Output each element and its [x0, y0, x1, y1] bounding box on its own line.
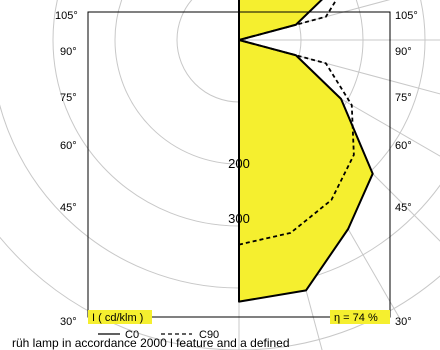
angle-tick-right-60: 60°: [395, 140, 412, 152]
angle-tick-right-75: 75°: [395, 92, 412, 104]
footer-caption: rüh lamp in accordance 2000 l feature an…: [12, 336, 290, 350]
legend-label-c90: C90: [199, 329, 219, 341]
angle-tick-left-45: 45°: [60, 202, 77, 214]
unit-label-box: [88, 310, 152, 324]
radial-value-label-200: 200: [228, 156, 250, 171]
angle-tick-right-105: 105°: [395, 10, 418, 22]
efficiency-box: [330, 310, 390, 324]
plot-frame: [87, 11, 391, 318]
series-fill-c0: [239, 0, 373, 302]
legend-label-c0: C0: [125, 329, 139, 341]
angle-tick-left-30: 30°: [60, 316, 77, 328]
angle-tick-left-105: 105°: [55, 10, 78, 22]
angle-tick-right-30: 30°: [395, 316, 412, 328]
angle-tick-left-90: 90°: [60, 46, 77, 58]
series-line-c90: [238, 0, 355, 246]
unit-label: I ( cd/klm ): [92, 312, 143, 324]
angle-tick-left-60: 60°: [60, 140, 77, 152]
series-layer: [238, 0, 374, 303]
efficiency-label: η = 74 %: [334, 312, 378, 324]
angle-tick-left-75: 75°: [60, 92, 77, 104]
angle-tick-right-90: 90°: [395, 46, 412, 58]
radial-value-label-300: 300: [228, 211, 250, 226]
angle-tick-right-45: 45°: [395, 202, 412, 214]
